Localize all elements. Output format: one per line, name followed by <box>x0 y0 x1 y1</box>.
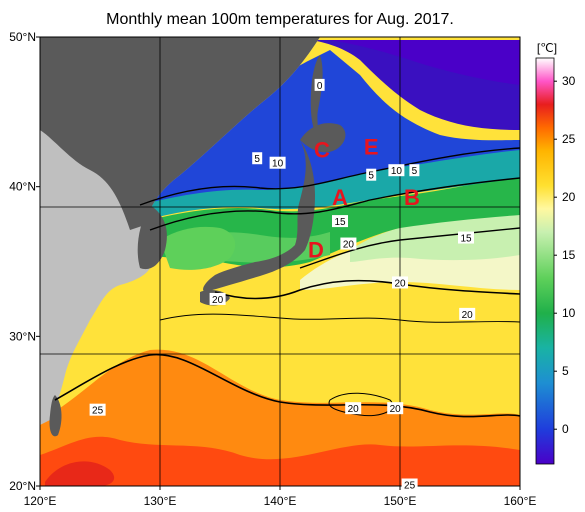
annotation-group: C E A B D <box>308 134 420 262</box>
region-marker-c: C <box>314 137 330 162</box>
colorbar-tick-label: 10 <box>562 306 576 320</box>
contour-label: 20 <box>390 404 402 415</box>
map-title: Monthly mean 100m temperatures for Aug. … <box>106 11 454 28</box>
hot-core-southwest <box>45 461 115 486</box>
colorbar-tick-label: 30 <box>562 74 576 88</box>
korea-peninsula <box>137 205 167 270</box>
contour-label: 25 <box>92 406 104 417</box>
japan-sea-warm-pocket <box>160 226 236 270</box>
colorbar-unit: [℃] <box>537 41 557 55</box>
graticule <box>40 37 520 486</box>
contour-label: 20 <box>212 295 224 306</box>
colorbar-tick-label: 15 <box>562 248 576 262</box>
contour-label-bg <box>89 403 106 416</box>
x-tick-label: 150°E <box>384 494 417 508</box>
contour-label: 20 <box>343 240 355 251</box>
contour-label: 0 <box>317 81 323 92</box>
colorbar-tick-label: 20 <box>562 190 576 204</box>
transition-region <box>140 145 520 222</box>
colorbar-tick-label: 5 <box>562 364 569 378</box>
x-tick-label: 160°E <box>504 494 537 508</box>
region-marker-a: A <box>332 185 348 210</box>
contour-label: 10 <box>391 166 403 177</box>
region-marker-d: D <box>308 238 324 263</box>
sakhalin-island <box>310 55 323 132</box>
contour-label: 5 <box>412 166 418 177</box>
isotherm-20 <box>214 279 520 300</box>
contour-label-bg <box>332 215 348 228</box>
x-tick-label: 140°E <box>264 494 297 508</box>
contour-label-bg <box>314 78 325 91</box>
okhotsk-coldest-core <box>330 40 520 85</box>
colorbar-gradient <box>535 57 555 465</box>
contour-label: 20 <box>394 278 406 289</box>
isotherm-20-south <box>159 313 520 323</box>
colorbar-tick-label: 0 <box>562 422 569 436</box>
y-tick-label: 40°N <box>9 180 36 194</box>
contour-label: 15 <box>460 234 472 245</box>
japan-hokkaido <box>300 123 346 153</box>
y-axis: 50°N 40°N 30°N 20°N <box>9 30 40 493</box>
dark-land-north <box>40 37 320 230</box>
contour-label-bg <box>209 292 226 305</box>
contour-label-bg <box>387 402 404 415</box>
contour-label-bg <box>340 237 357 250</box>
contour-label-group: 0 5 10 5 10 5 15 20 15 20 20 20 25 20 20 25 <box>89 78 476 492</box>
contour-label-bg <box>366 168 377 181</box>
contour-label-bg <box>401 478 418 491</box>
contour-label-bg <box>459 307 476 320</box>
colorbar-tick-label: 25 <box>562 132 576 146</box>
taiwan-island <box>49 395 62 437</box>
contour-label: 5 <box>254 154 260 165</box>
contour-label: 15 <box>334 217 346 228</box>
contour-label-bg <box>409 164 420 177</box>
colorbar: [℃] 0 5 10 15 20 25 30 <box>535 41 576 465</box>
japan-honshu <box>203 140 315 292</box>
y-tick-label: 30°N <box>9 329 36 343</box>
contour-label-bg <box>269 156 286 169</box>
x-tick-label: 130°E <box>144 494 177 508</box>
map-panel: 0 5 10 5 10 5 15 20 15 20 20 20 25 20 20 25 C E A B D <box>39 36 521 492</box>
contour-label-bg <box>458 231 474 244</box>
isotherm-5 <box>139 147 520 206</box>
temperature-field <box>40 37 520 486</box>
region-marker-e: E <box>364 134 379 159</box>
region-marker-b: B <box>404 185 420 210</box>
y-tick-label: 50°N <box>9 30 36 44</box>
contour-label: 20 <box>462 310 474 321</box>
contour-label-bg <box>392 276 408 289</box>
contour-label: 20 <box>348 404 360 415</box>
contour-label: 5 <box>368 171 374 182</box>
x-axis: 120°E 130°E 140°E 150°E 160°E <box>24 486 537 508</box>
y-tick-label: 20°N <box>9 479 36 493</box>
x-tick-label: 120°E <box>24 494 57 508</box>
isotherm-10 <box>149 177 520 231</box>
colorbar-ticks: 0 5 10 15 20 25 30 <box>554 74 576 436</box>
contour-label-bg <box>388 164 405 177</box>
contour-label: 10 <box>272 159 284 170</box>
contour-label: 25 <box>404 481 416 492</box>
contour-label-bg <box>345 402 362 415</box>
contour-label-bg <box>252 152 263 165</box>
